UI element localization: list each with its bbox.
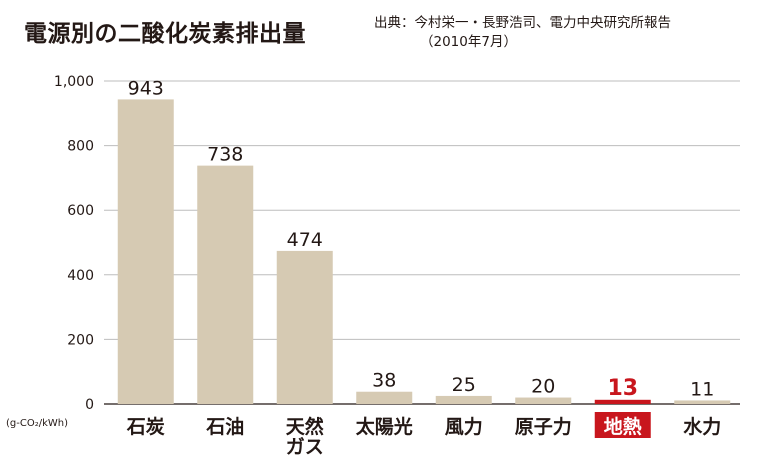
bar (515, 397, 572, 404)
y-tick-label: 600 (67, 203, 94, 219)
source-note: 出典：今村栄一・長野浩司、電力中央研究所報告 （2010年7月） (374, 14, 671, 52)
highlight-label-box (594, 412, 651, 438)
bar (276, 250, 333, 404)
bar (435, 395, 492, 404)
bar (356, 391, 413, 404)
category-label: 石炭 (126, 416, 165, 438)
category-label: 風力 (445, 415, 483, 438)
category-label: 太陽光 (356, 415, 413, 438)
value-label: 11 (690, 378, 714, 400)
value-label: 25 (452, 374, 476, 396)
y-tick-label: 0 (85, 397, 94, 413)
bar (117, 99, 174, 404)
y-tick-label: 1,000 (54, 74, 94, 90)
category-label: 水力 (683, 415, 721, 438)
bar (674, 400, 731, 404)
category-label: 地熱 (604, 415, 642, 438)
category-label: 石油 (205, 416, 244, 438)
unit-label: (g-CO₂/kWh) (6, 418, 69, 429)
value-label: 738 (207, 144, 243, 166)
source-line-1: 出典：今村栄一・長野浩司、電力中央研究所報告 (374, 15, 671, 31)
category-label: 原子力 (515, 415, 572, 438)
bar-layer (117, 99, 731, 404)
source-line-2: （2010年7月） (420, 34, 517, 50)
value-label: 20 (531, 376, 555, 398)
value-label: 38 (372, 370, 396, 392)
value-label: 474 (287, 229, 323, 251)
value-label: 943 (128, 77, 164, 99)
bar (197, 165, 254, 404)
chart-title: 電源別の二酸化炭素排出量 (24, 21, 306, 47)
y-tick-label: 200 (67, 332, 94, 348)
category-label: ガス (286, 436, 324, 458)
bar (594, 399, 651, 404)
y-tick-label: 400 (67, 268, 94, 284)
value-label: 13 (607, 376, 638, 401)
category-label: 天然 (286, 415, 324, 438)
y-tick-label: 800 (67, 139, 94, 155)
